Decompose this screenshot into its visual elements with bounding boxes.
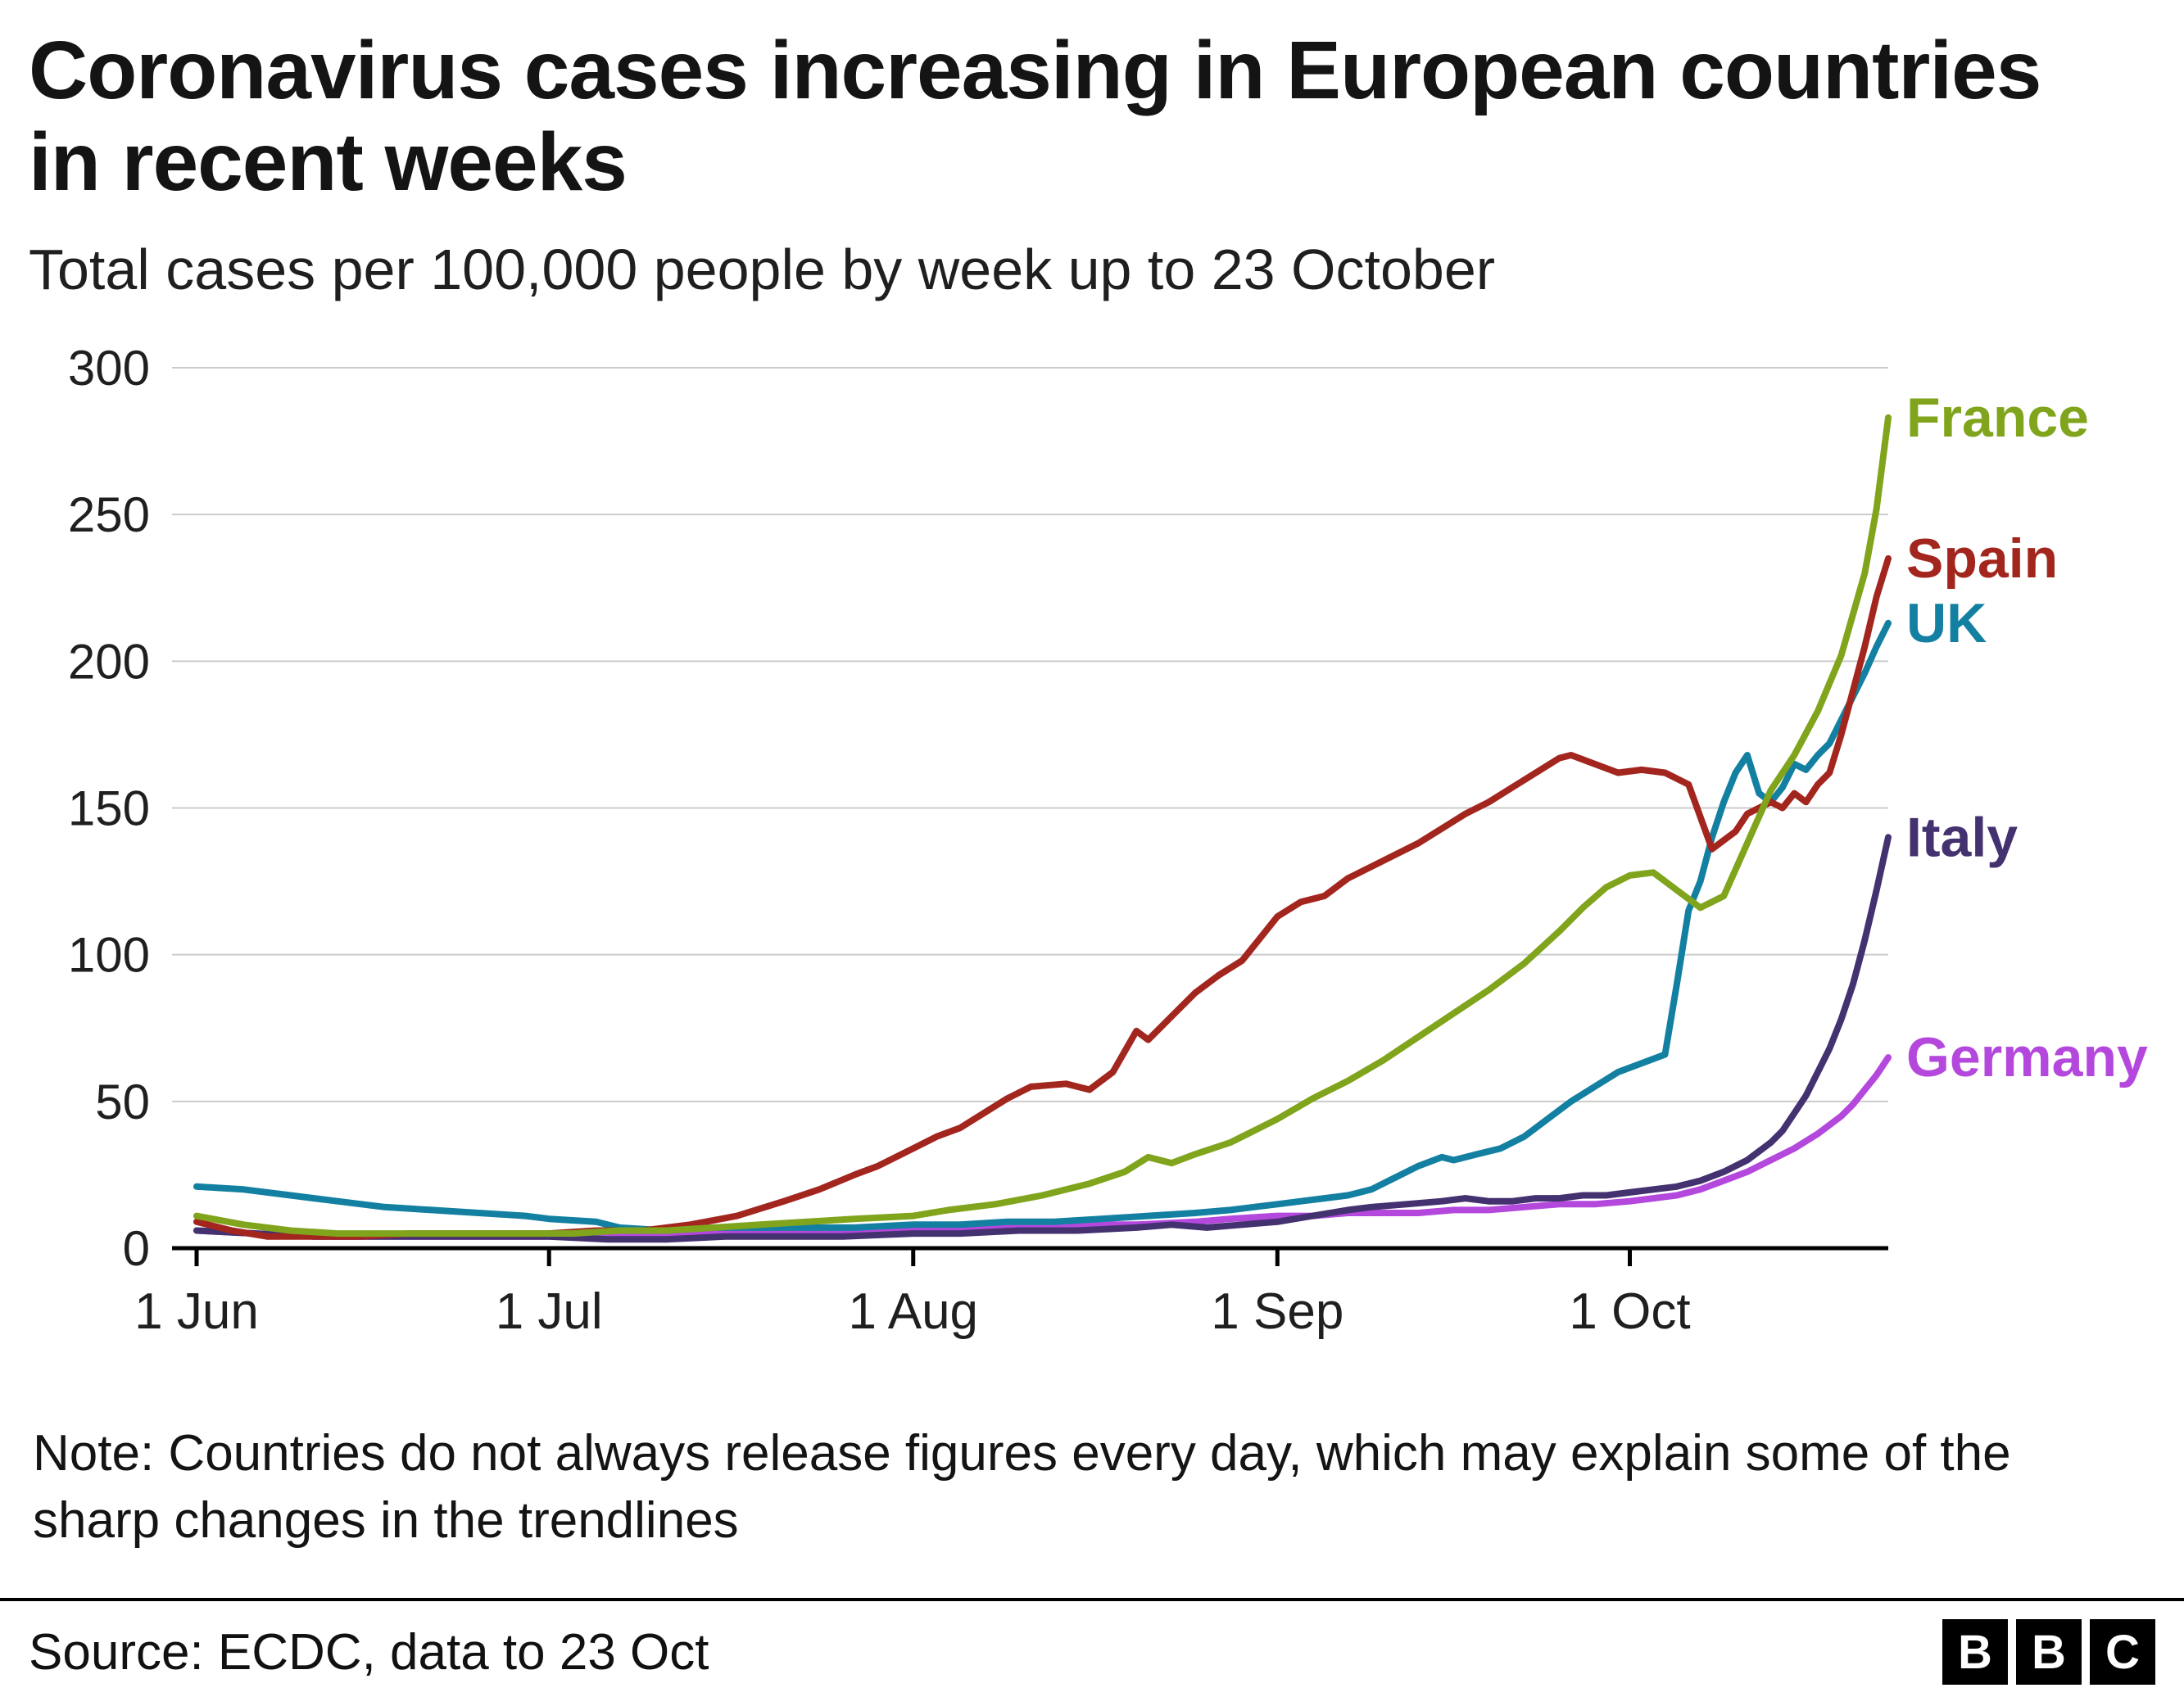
series-line-uk	[193, 619, 1892, 1234]
series-label-germany: Germany	[1906, 1026, 2148, 1088]
footer: Source: ECDC, data to 23 Oct B B C	[0, 1598, 2184, 1706]
bbc-logo-letter-c: C	[2090, 1619, 2155, 1685]
bbc-logo: B B C	[1942, 1619, 2155, 1685]
series-line-france	[193, 414, 1892, 1238]
line-chart: 0 50 100 150 200 250 300 1 Jun 1 Jul 1 Aug 1 Sep 1 …	[68, 341, 2148, 1340]
x-tick-label: 1 Aug	[848, 1283, 978, 1340]
chart-card: Coronavirus cases increasing in European…	[29, 25, 2148, 1549]
source-text: Source: ECDC, data to 23 Oct	[29, 1623, 709, 1681]
series-line-italy	[193, 834, 1892, 1243]
bbc-logo-letter-b1: B	[1942, 1619, 2008, 1685]
y-tick-label: 200	[68, 634, 150, 689]
x-tick-label: 1 Oct	[1569, 1283, 1690, 1340]
y-tick-label: 50	[95, 1075, 150, 1129]
chart-subtitle: Total cases per 100,000 people by week u…	[29, 238, 1496, 301]
chart-title: Coronavirus cases increasing in European…	[29, 25, 2041, 208]
x-tick-label: 1 Jul	[496, 1283, 603, 1340]
series-label-uk: UK	[1906, 592, 1987, 654]
bbc-logo-letter-b2: B	[2016, 1619, 2082, 1685]
y-tick-label: 0	[123, 1221, 150, 1276]
chart-note: Note: Countries do not always release fi…	[33, 1425, 2011, 1549]
y-tick-label: 100	[68, 928, 150, 983]
x-tick-label: 1 Jun	[134, 1283, 259, 1340]
y-tick-label: 250	[68, 487, 150, 542]
y-tick-label: 150	[68, 781, 150, 836]
series-label-spain: Spain	[1906, 527, 2058, 590]
series-label-italy: Italy	[1906, 806, 2018, 868]
x-tick-label: 1 Sep	[1211, 1283, 1343, 1340]
series-line-spain	[193, 554, 1892, 1240]
series-label-france: France	[1906, 387, 2089, 449]
y-tick-label: 300	[68, 341, 150, 396]
